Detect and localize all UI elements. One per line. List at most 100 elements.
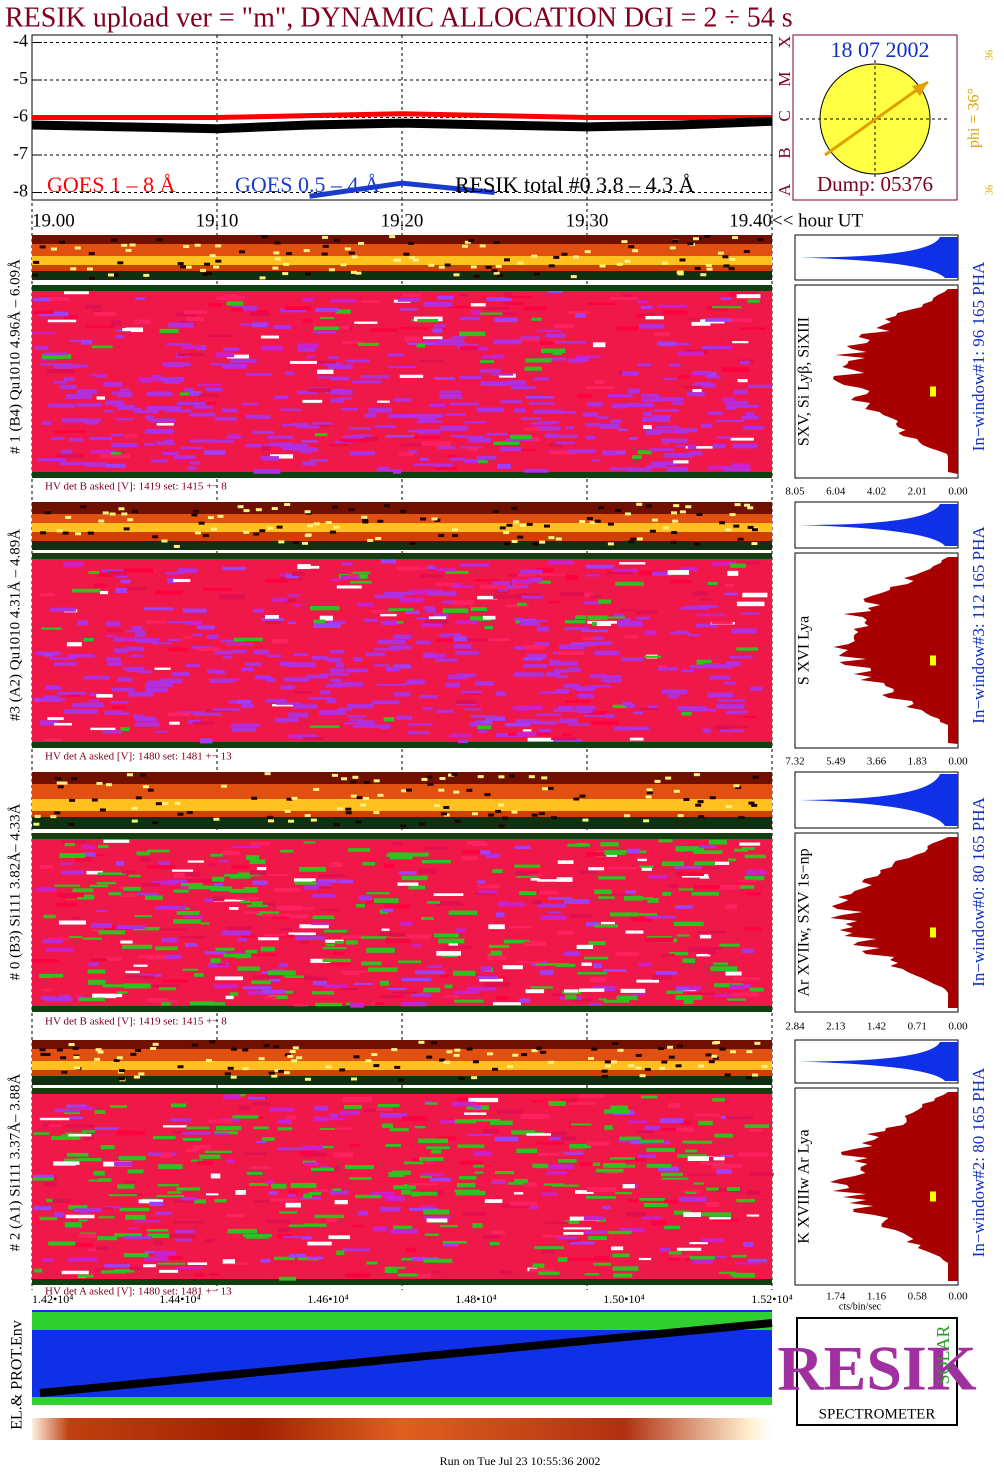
strip-speck: [40, 531, 47, 535]
heatmap-cell: [538, 573, 566, 576]
strip-speck: [705, 1053, 712, 1057]
heatmap-cell: [301, 1236, 312, 1240]
heatmap-cell: [596, 416, 609, 419]
heatmap-cell: [304, 976, 329, 981]
heatmap-cell: [459, 331, 486, 337]
heatmap-cell: [123, 1253, 149, 1258]
heatmap-cell: [661, 689, 688, 695]
heatmap-cell: [453, 990, 479, 995]
strip-speck: [74, 246, 81, 250]
heatmap-cell: [251, 1102, 270, 1106]
heatmap-cell: [118, 1156, 146, 1161]
env-band: [32, 1312, 772, 1330]
heatmap-cell: [260, 345, 283, 351]
heatmap-cell: [520, 1113, 550, 1119]
heatmap-cell: [45, 685, 60, 689]
heatmap-cell: [568, 358, 583, 363]
heatmap-cell: [187, 860, 204, 863]
heatmap-cell: [598, 998, 607, 1001]
strip-speck: [754, 1041, 761, 1045]
heatmap-cell: [103, 382, 123, 387]
heatmap-cell: [282, 447, 299, 450]
heatmap-cell: [89, 436, 113, 441]
heatmap-cell: [712, 443, 726, 449]
heatmap-cell: [429, 403, 446, 407]
heatmap-cell: [229, 992, 239, 996]
heatmap-cell: [438, 377, 456, 380]
strip-speck: [389, 235, 396, 239]
heatmap-cell: [189, 1001, 215, 1006]
heatmap-cell: [404, 336, 422, 342]
detector-label: #3 (A2) Qu1010 4.31Å – 4.89Å: [7, 529, 23, 721]
heatmap-cell: [268, 1191, 278, 1195]
heatmap-cell: [735, 1262, 761, 1265]
strip-speck: [321, 252, 328, 256]
heatmap-cell: [81, 1130, 96, 1133]
logo-solar: SOLAR: [933, 1325, 953, 1384]
heatmap-cell: [302, 318, 313, 323]
strip-row: [32, 1055, 772, 1058]
heatmap-cell: [353, 982, 374, 985]
inset-dump: Dump: 05376: [817, 172, 933, 196]
heatmap-cell: [657, 667, 678, 671]
heatmap-cell: [495, 1171, 515, 1175]
heatmap-cell: [387, 365, 417, 368]
heatmap-cell: [222, 1094, 241, 1100]
heatmap-cell: [320, 1145, 334, 1149]
heatmap-cell: [74, 1106, 93, 1110]
strip-speck: [56, 781, 63, 785]
heatmap-cell: [146, 391, 173, 397]
heatmap-cell: [371, 609, 394, 614]
heatmap-cell: [633, 913, 658, 916]
heatmap-cell: [619, 1136, 641, 1141]
strip-speck: [418, 822, 425, 826]
heatmap-cell: [678, 706, 708, 711]
heatmap-cell: [514, 1178, 528, 1183]
strip-speck: [131, 819, 138, 823]
pha-tick-label: 0.00: [948, 486, 968, 498]
strip-speck: [152, 821, 159, 825]
heatmap-cell: [151, 880, 176, 886]
strip-speck: [152, 535, 159, 539]
heatmap-cell: [115, 418, 134, 421]
heatmap-cell: [549, 963, 570, 966]
heatmap-cell: [90, 450, 116, 454]
strip-speck: [352, 775, 359, 779]
strip-speck: [243, 530, 250, 534]
strip-speck: [644, 1067, 651, 1071]
heatmap-cell: [136, 851, 151, 856]
heatmap-cell: [155, 1253, 166, 1259]
heatmap-cell: [231, 649, 247, 654]
heatmap-cell: [646, 936, 673, 939]
strip-speck: [34, 814, 41, 818]
heatmap-cell: [557, 705, 574, 710]
heatmap-cell: [414, 436, 441, 439]
heatmap-cell: [425, 1160, 435, 1164]
heatmap-cell: [676, 934, 690, 937]
heatmap-cell: [421, 1205, 434, 1210]
heatmap-cell: [85, 304, 103, 309]
heatmap-cell: [535, 963, 557, 966]
heatmap-cell: [250, 311, 271, 317]
heatmap-cell: [488, 944, 510, 948]
heatmap-cell: [65, 1225, 83, 1229]
heatmap-cell: [676, 849, 686, 852]
heatmap-cell: [742, 715, 756, 719]
heatmap-cell: [473, 1151, 492, 1157]
heatmap-cell: [461, 856, 478, 861]
strip-speck: [531, 813, 538, 817]
heatmap-cell: [253, 608, 265, 613]
heatmap-cell: [226, 1159, 235, 1163]
heatmap-cell: [213, 896, 225, 902]
heatmap-cell: [280, 661, 291, 666]
strip-speck: [635, 1066, 642, 1070]
strip-speck: [464, 240, 471, 244]
heatmap-cell: [539, 691, 569, 694]
heatmap-cell: [736, 294, 761, 299]
heatmap-cell: [202, 587, 233, 591]
heatmap-cell: [730, 1273, 740, 1277]
heatmap-cell: [43, 695, 59, 699]
heatmap-cell: [40, 297, 70, 302]
heatmap-cell: [227, 1228, 258, 1234]
heatmap-cell: [261, 446, 271, 451]
